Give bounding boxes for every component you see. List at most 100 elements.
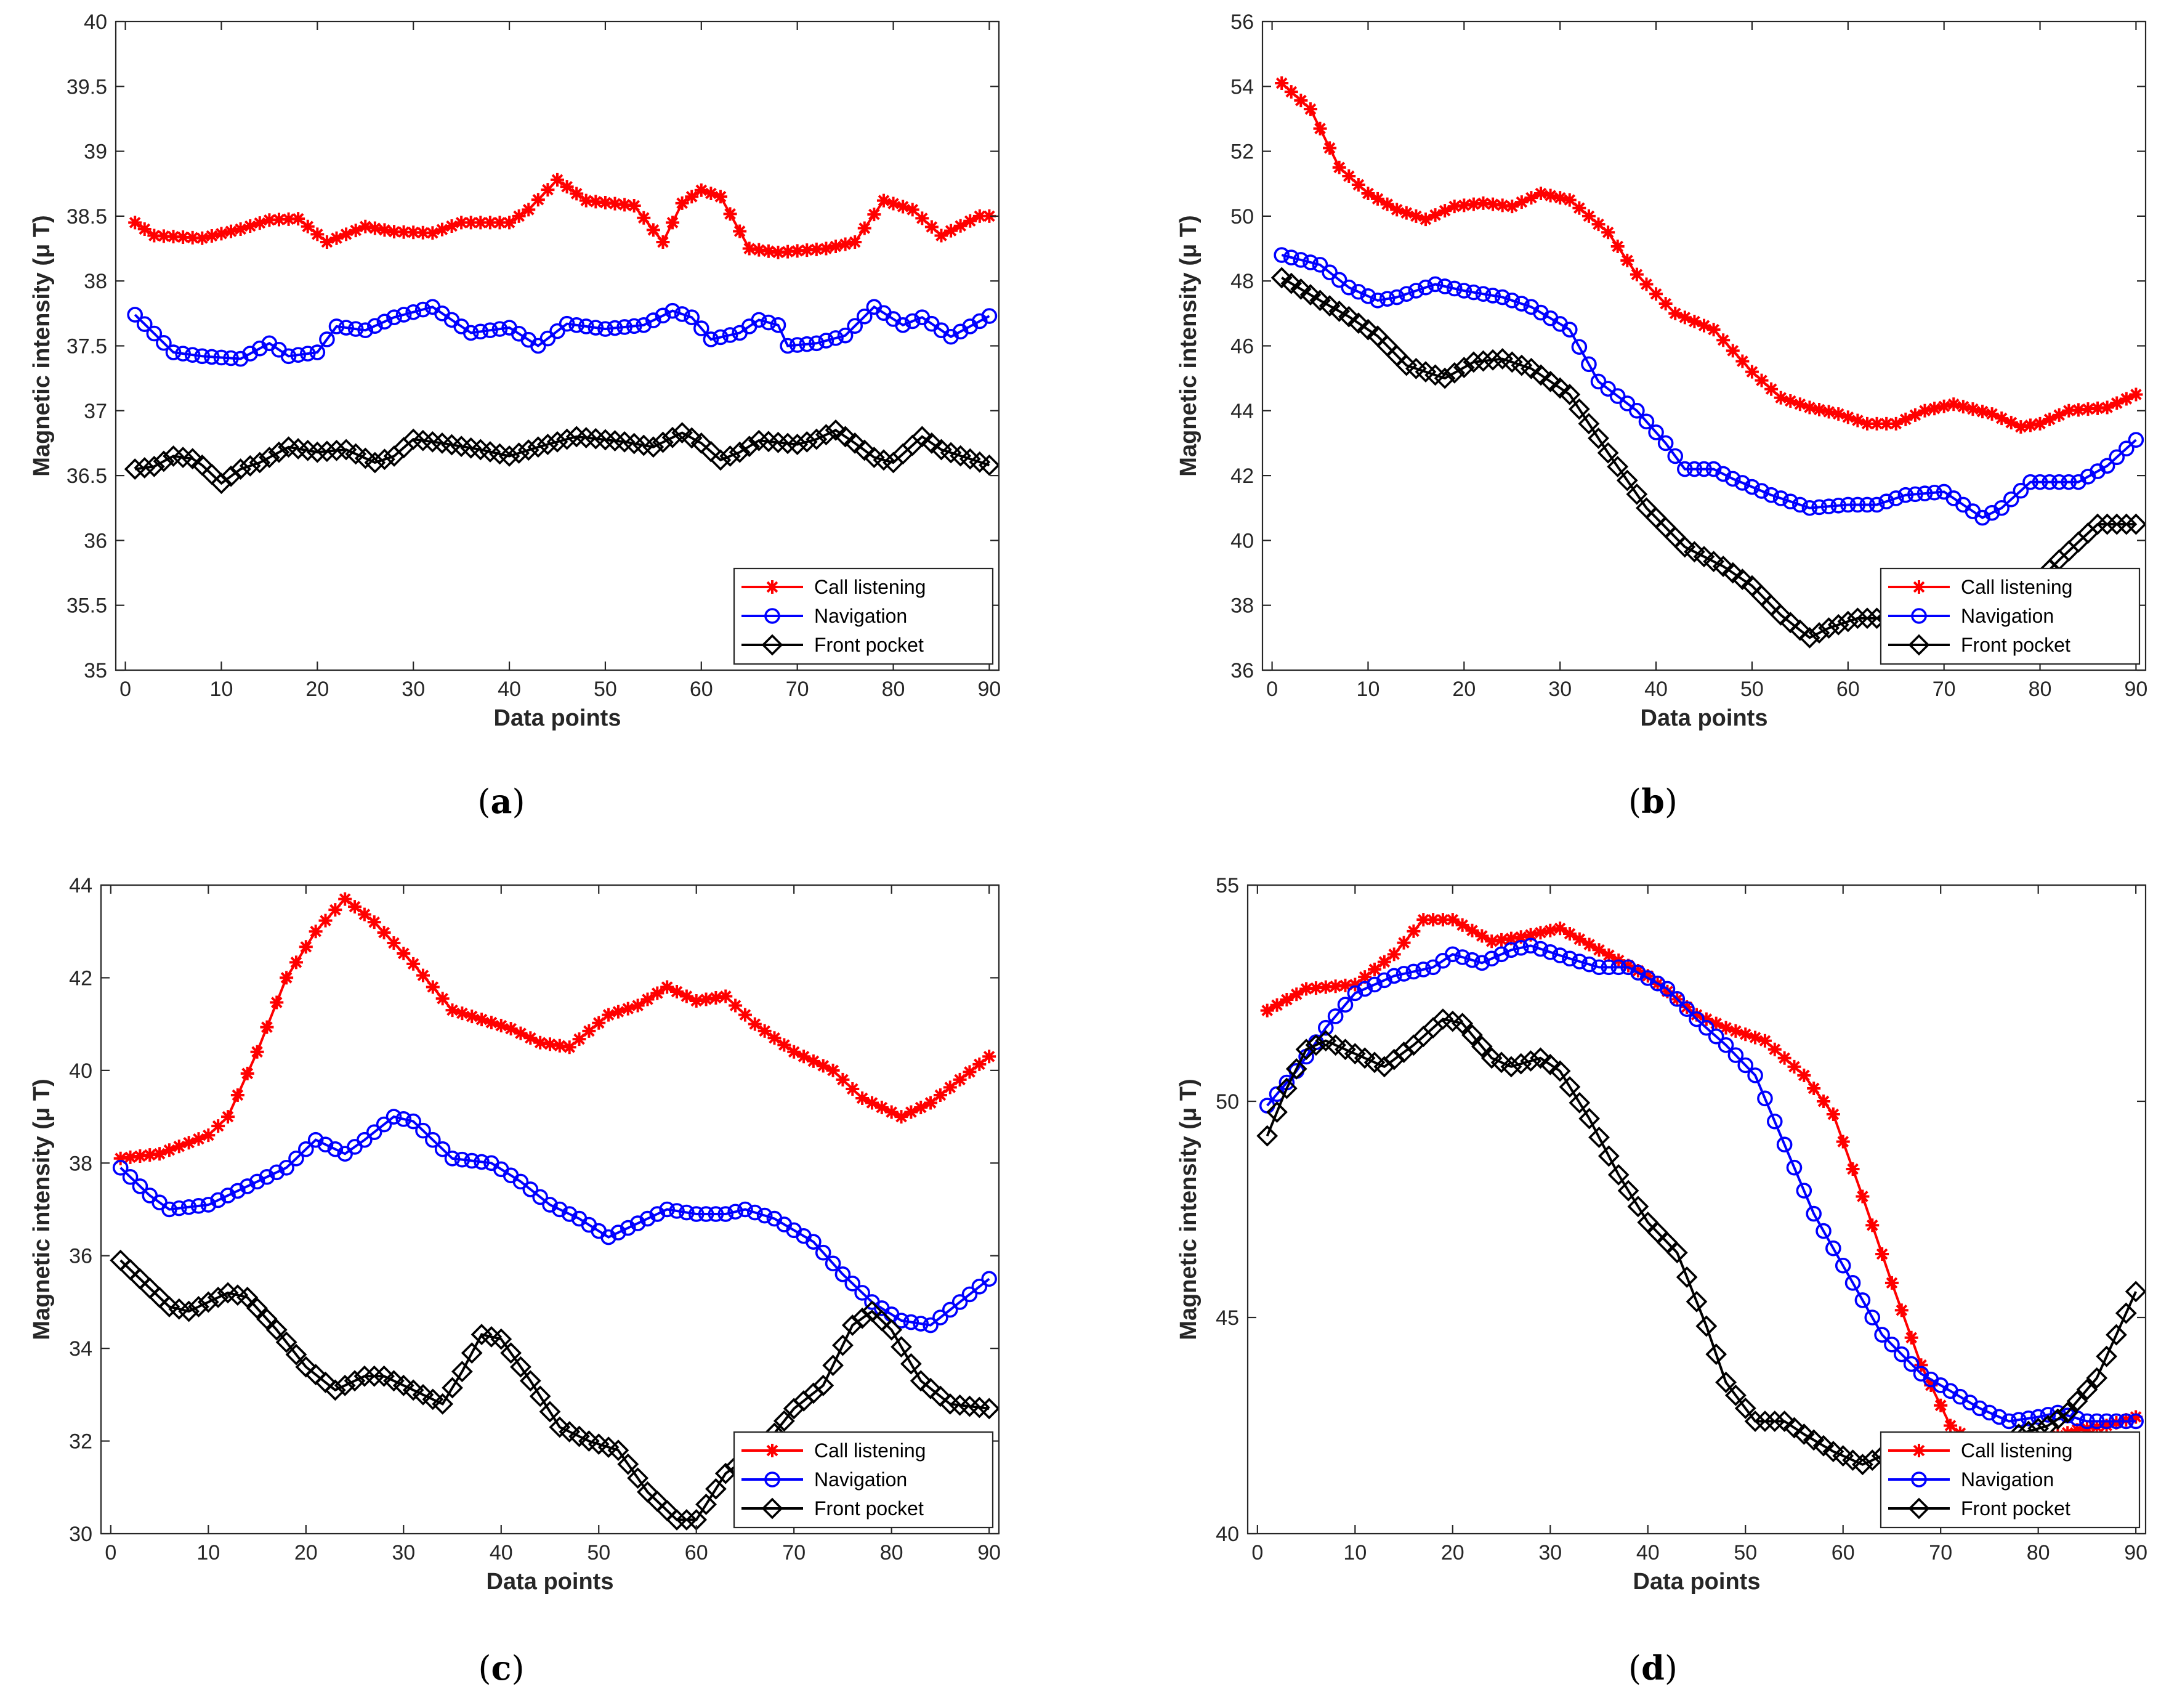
data-point-call bbox=[924, 1096, 938, 1110]
legend-label-nav: Navigation bbox=[814, 605, 907, 627]
data-point-call bbox=[797, 1050, 811, 1064]
data-point-call bbox=[1899, 412, 1913, 426]
data-point-pocket bbox=[2086, 1367, 2108, 1389]
data-point-pocket bbox=[1626, 483, 1648, 505]
y-tick-label: 38.5 bbox=[67, 205, 107, 229]
data-point-pocket bbox=[1799, 626, 1820, 649]
data-point-nav bbox=[259, 1169, 275, 1185]
data-point-nav bbox=[1341, 279, 1357, 296]
data-point-call bbox=[309, 925, 323, 939]
data-point-nav bbox=[1917, 485, 1933, 501]
legend-label-call: Call listening bbox=[1961, 1439, 2072, 1462]
data-point-nav bbox=[1303, 254, 1319, 270]
data-point-call bbox=[1534, 187, 1548, 201]
x-tick-label: 70 bbox=[782, 1541, 806, 1564]
data-point-nav bbox=[474, 1154, 490, 1170]
data-point-call bbox=[738, 1008, 752, 1022]
data-point-pocket bbox=[1684, 541, 1705, 563]
data-point-nav bbox=[751, 312, 767, 328]
data-point-pocket bbox=[517, 439, 539, 461]
data-point-nav bbox=[1699, 1019, 1715, 1036]
data-point-pocket bbox=[1598, 1145, 1620, 1167]
caption-letter: c bbox=[491, 1648, 512, 1688]
y-tick-label: 40 bbox=[1230, 529, 1254, 552]
data-point-call bbox=[943, 1080, 957, 1095]
data-point-call bbox=[914, 1101, 928, 1115]
data-point-pocket bbox=[1703, 551, 1724, 573]
data-point-nav bbox=[1610, 959, 1627, 976]
data-point-call bbox=[1851, 413, 1865, 427]
data-point-pocket bbox=[1510, 1053, 1532, 1075]
data-point-nav bbox=[1907, 486, 1923, 503]
data-point-call bbox=[857, 221, 871, 235]
data-point-call bbox=[915, 211, 929, 225]
data-point-call bbox=[1729, 1024, 1743, 1038]
series-line-call bbox=[120, 897, 990, 1160]
data-point-nav bbox=[309, 344, 326, 360]
data-point-call bbox=[1748, 1030, 1763, 1045]
data-point-nav bbox=[1659, 981, 1676, 997]
data-point-call bbox=[2004, 416, 2018, 430]
data-point-call bbox=[602, 1008, 616, 1022]
data-point-pocket bbox=[1722, 562, 1744, 584]
data-point-call bbox=[1428, 208, 1442, 222]
data-point-nav bbox=[1849, 496, 1866, 513]
x-tick-label: 90 bbox=[977, 678, 1001, 701]
data-point-nav bbox=[1926, 484, 1942, 501]
series-line-call bbox=[1266, 918, 2136, 1457]
data-point-call bbox=[1774, 391, 1788, 405]
data-point-call bbox=[1716, 333, 1731, 347]
data-point-call bbox=[368, 221, 382, 235]
legend-label-call: Call listening bbox=[1961, 576, 2072, 598]
data-point-call bbox=[592, 1016, 606, 1030]
data-point-nav bbox=[1903, 1356, 1920, 1372]
data-point-nav bbox=[1456, 283, 1472, 299]
data-point-call bbox=[113, 1151, 127, 1165]
data-point-call bbox=[367, 915, 381, 929]
data-point-call bbox=[262, 213, 277, 227]
data-point-nav bbox=[1283, 249, 1299, 265]
data-point-pocket bbox=[1299, 284, 1322, 306]
data-point-call bbox=[675, 196, 689, 210]
data-point-call bbox=[1870, 416, 1884, 431]
data-point-call bbox=[1524, 191, 1538, 205]
x-tick-label: 30 bbox=[402, 678, 425, 701]
data-point-call bbox=[656, 235, 670, 249]
data-point-pocket bbox=[1315, 1030, 1337, 1052]
data-point-pocket bbox=[910, 1370, 932, 1392]
data-point-pocket bbox=[134, 457, 156, 479]
data-point-call bbox=[694, 183, 708, 197]
data-point-nav bbox=[223, 350, 239, 366]
data-point-pocket bbox=[124, 458, 146, 480]
data-point-nav bbox=[684, 309, 700, 325]
data-point-pocket bbox=[1627, 1196, 1649, 1218]
data-point-nav bbox=[1638, 413, 1655, 430]
data-point-call bbox=[387, 225, 402, 239]
data-point-nav bbox=[204, 349, 220, 365]
data-point-pocket bbox=[1266, 1101, 1288, 1123]
data-point-nav bbox=[1360, 288, 1376, 304]
data-point-pocket bbox=[527, 436, 549, 458]
data-point-nav bbox=[828, 330, 844, 346]
data-point-call bbox=[2052, 408, 2066, 422]
data-point-call bbox=[2119, 392, 2133, 406]
x-tick-label: 60 bbox=[1836, 678, 1860, 701]
data-point-nav bbox=[693, 320, 709, 336]
data-point-call bbox=[1856, 1189, 1870, 1204]
data-point-nav bbox=[2128, 432, 2144, 448]
data-point-call bbox=[182, 1136, 196, 1150]
x-tick-label: 40 bbox=[498, 678, 521, 701]
data-point-nav bbox=[280, 348, 297, 365]
series-group bbox=[1256, 913, 2146, 1519]
data-point-pocket bbox=[695, 1493, 717, 1515]
data-point-nav bbox=[607, 320, 623, 336]
data-point-nav bbox=[895, 317, 911, 333]
data-point-call bbox=[618, 198, 632, 212]
data-point-pocket bbox=[891, 1336, 912, 1358]
data-point-nav bbox=[357, 322, 374, 339]
data-point-call bbox=[387, 936, 401, 950]
data-point-call bbox=[1260, 1003, 1274, 1018]
data-point-call bbox=[1602, 948, 1616, 962]
data-point-pocket bbox=[1607, 1164, 1630, 1186]
data-point-nav bbox=[328, 318, 345, 334]
